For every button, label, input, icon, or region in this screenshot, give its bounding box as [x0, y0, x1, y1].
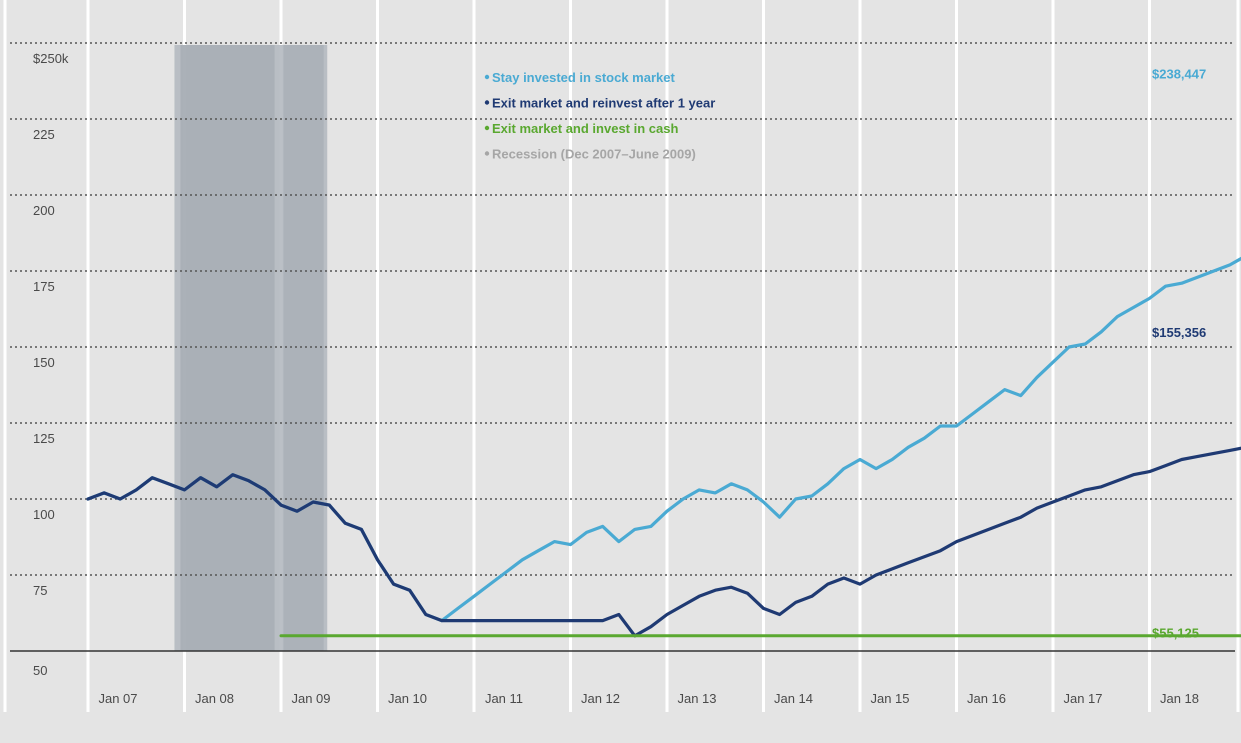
series-line-1	[86, 446, 1241, 638]
series-end-label-0: $238,447	[1152, 66, 1206, 81]
x-tick-label: Jan 13	[677, 691, 716, 706]
y-tick-label: 150	[33, 355, 55, 370]
legend-marker	[484, 100, 490, 105]
x-tick-label: Jan 15	[870, 691, 909, 706]
legend-marker	[484, 125, 490, 131]
series-end-label-2: $55,125	[1152, 625, 1199, 640]
y-tick-label: 50	[33, 663, 47, 678]
x-tick-label: Jan 07	[98, 691, 137, 706]
x-tick-label: Jan 12	[581, 691, 620, 706]
legend-entry-label: Recession (Dec 2007–June 2009)	[492, 147, 696, 162]
legend-entry-label: Exit market and invest in cash	[492, 121, 678, 136]
series-end-labels: $238,447 $155,356 $55,125	[1152, 66, 1206, 640]
y-tick-label: 100	[33, 507, 55, 522]
y-tick-label: 225	[33, 127, 55, 142]
legend-marker	[484, 74, 490, 80]
x-tick-label: Jan 18	[1160, 691, 1199, 706]
recession-band-inner	[180, 45, 275, 651]
recession-band-inner	[283, 45, 324, 651]
y-tick-label: $250k	[33, 51, 69, 66]
legend-entry-label: Stay invested in stock market	[492, 70, 675, 85]
y-axis-tick-labels: $250k 225 200 175 150 125 100 75 50	[33, 51, 69, 678]
series-lines	[86, 256, 1241, 638]
y-tick-label: 175	[33, 279, 55, 294]
series-end-label-1: $155,356	[1152, 325, 1206, 340]
x-tick-label: Jan 08	[195, 691, 234, 706]
x-tick-label: Jan 09	[291, 691, 330, 706]
horizontal-gridlines	[10, 42, 1235, 652]
x-tick-label: Jan 17	[1063, 691, 1102, 706]
legend-entry-label: Exit market and reinvest after 1 year	[492, 96, 715, 111]
x-axis-tick-labels: Jan 07 Jan 08 Jan 09 Jan 10 Jan 11 Jan 12 Jan …	[98, 691, 1199, 706]
x-tick-label: Jan 16	[967, 691, 1006, 706]
recession-shading	[174, 45, 328, 651]
x-tick-label: Jan 11	[485, 691, 523, 706]
y-tick-label: 125	[33, 431, 55, 446]
y-tick-label: 75	[33, 583, 47, 598]
y-tick-label: 200	[33, 203, 55, 218]
x-tick-label: Jan 14	[774, 691, 813, 706]
legend: Stay invested in stock market Exit market…	[484, 70, 715, 162]
x-tick-label: Jan 10	[388, 691, 427, 706]
legend-marker	[484, 151, 490, 156]
